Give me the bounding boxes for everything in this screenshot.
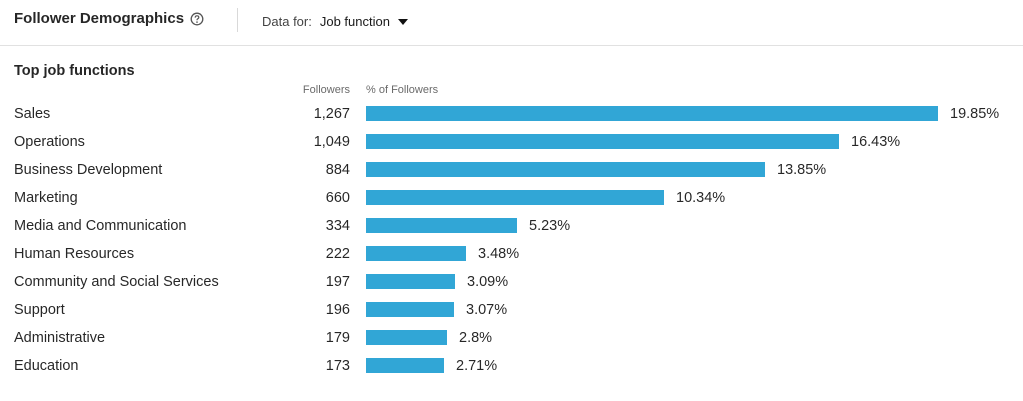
followers-count: 884 xyxy=(325,162,350,178)
followers-bar xyxy=(366,302,454,317)
table-row: Operations 1,049 16.43% xyxy=(0,128,1023,156)
table-row: Sales 1,267 19.85% xyxy=(0,100,1023,128)
pct-column-header: % of Followers xyxy=(366,84,439,96)
header-divider xyxy=(237,8,238,32)
table-row: Media and Communication 334 5.23% xyxy=(0,212,1023,240)
followers-count: 334 xyxy=(325,218,350,234)
followers-bar xyxy=(366,106,938,121)
section-title: Top job functions xyxy=(14,63,135,79)
followers-pct-label: 5.23% xyxy=(529,218,571,234)
followers-pct-label: 2.71% xyxy=(456,358,498,374)
followers-pct-label: 3.48% xyxy=(478,246,520,262)
followers-count: 196 xyxy=(325,302,350,318)
followers-pct-label: 19.85% xyxy=(950,106,1000,122)
job-function-label: Media and Communication xyxy=(14,218,187,234)
job-function-label: Business Development xyxy=(14,162,163,178)
data-for-dropdown[interactable]: Data for: Job function xyxy=(262,14,408,29)
table-row: Community and Social Services 197 3.09% xyxy=(0,268,1023,296)
job-function-label: Sales xyxy=(14,106,51,122)
followers-bar xyxy=(366,246,466,261)
followers-bar xyxy=(366,218,517,233)
followers-pct-label: 13.85% xyxy=(777,162,827,178)
followers-pct-label: 10.34% xyxy=(676,190,726,206)
table-row: Marketing 660 10.34% xyxy=(0,184,1023,212)
followers-bar xyxy=(366,274,455,289)
table-row: Administrative 179 2.8% xyxy=(0,324,1023,352)
table-row: Business Development 884 13.85% xyxy=(0,156,1023,184)
followers-column-header: Followers xyxy=(302,84,350,96)
followers-count: 1,267 xyxy=(313,106,350,122)
job-function-label: Education xyxy=(14,358,79,374)
followers-count: 197 xyxy=(325,274,350,290)
followers-pct-label: 2.8% xyxy=(459,330,493,346)
data-for-value: Job function xyxy=(319,14,390,29)
followers-count: 660 xyxy=(325,190,350,206)
data-for-label: Data for: xyxy=(262,14,312,29)
page-title: Follower Demographics xyxy=(14,10,185,27)
job-function-label: Operations xyxy=(14,134,85,150)
followers-bar xyxy=(366,162,765,177)
table-row: Human Resources 222 3.48% xyxy=(0,240,1023,268)
followers-count: 222 xyxy=(325,246,350,262)
caret-down-icon xyxy=(397,18,408,25)
job-functions-chart: Sales 1,267 19.85% Operations 1,049 16.43% Bus… xyxy=(0,100,1023,380)
followers-pct-label: 16.43% xyxy=(851,134,901,150)
job-function-label: Administrative xyxy=(14,330,106,346)
followers-bar xyxy=(366,358,444,373)
followers-bar xyxy=(366,134,839,149)
followers-count: 173 xyxy=(325,358,350,374)
table-row: Support 196 3.07% xyxy=(0,296,1023,324)
help-icon[interactable] xyxy=(190,12,204,26)
job-function-label: Marketing xyxy=(14,190,78,206)
followers-bar xyxy=(366,190,664,205)
demographics-header: Follower Demographics Data for: Job func… xyxy=(0,0,1023,46)
job-function-label: Support xyxy=(14,302,65,318)
table-row: Education 173 2.71% xyxy=(0,352,1023,380)
followers-bar xyxy=(366,330,447,345)
job-function-label: Community and Social Services xyxy=(14,274,219,290)
followers-count: 1,049 xyxy=(313,134,350,150)
job-function-label: Human Resources xyxy=(14,246,135,262)
followers-count: 179 xyxy=(325,330,350,346)
followers-pct-label: 3.07% xyxy=(466,302,508,318)
followers-pct-label: 3.09% xyxy=(467,274,509,290)
